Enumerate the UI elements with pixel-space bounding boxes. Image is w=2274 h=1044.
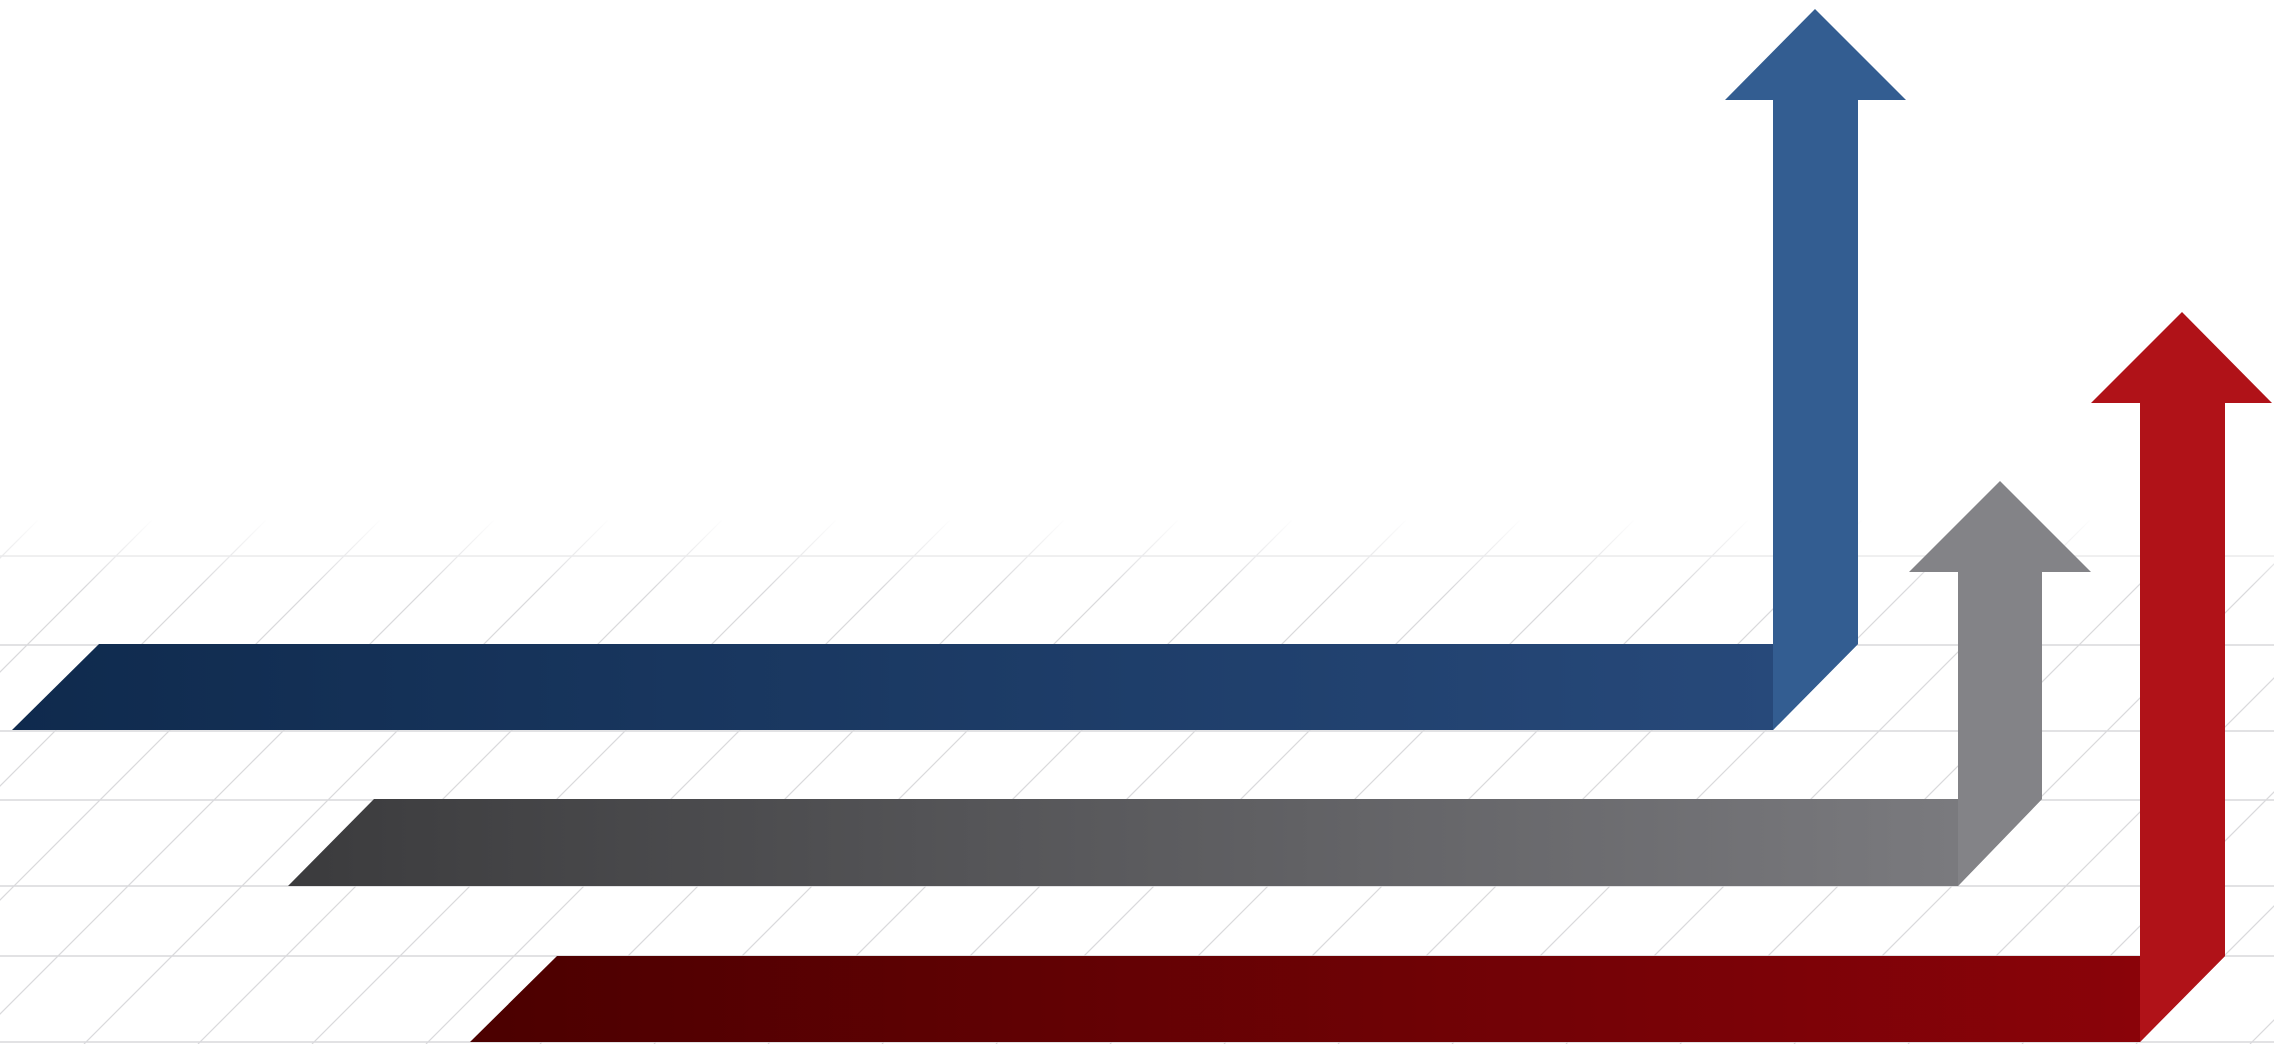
gray-arrow (288, 481, 2091, 886)
red-arrow (470, 312, 2272, 1042)
blue-arrow (12, 9, 1906, 730)
grid-fade-overlay (0, 518, 2274, 588)
grid-line (0, 520, 153, 673)
grid-line (0, 520, 495, 1015)
grid-line (0, 520, 39, 559)
grid-line (2249, 1019, 2274, 1044)
grid-line (311, 520, 837, 1044)
blue-arrow-body (12, 644, 1773, 730)
grid-line (83, 520, 609, 1044)
gray-arrow-shaft (1958, 572, 2042, 886)
red-arrow-head (2091, 312, 2272, 403)
grid-line (197, 520, 723, 1044)
red-arrow-body (470, 956, 2140, 1042)
grid-line (0, 520, 381, 901)
red-arrow-shaft (2140, 403, 2225, 1042)
blue-arrow-head (1725, 9, 1906, 100)
blue-arrow-shaft (1773, 100, 1858, 730)
gray-arrow-body (288, 799, 1958, 886)
gray-arrow-head (1909, 481, 2091, 572)
grid-line (0, 520, 267, 787)
grid-line (425, 520, 951, 1044)
